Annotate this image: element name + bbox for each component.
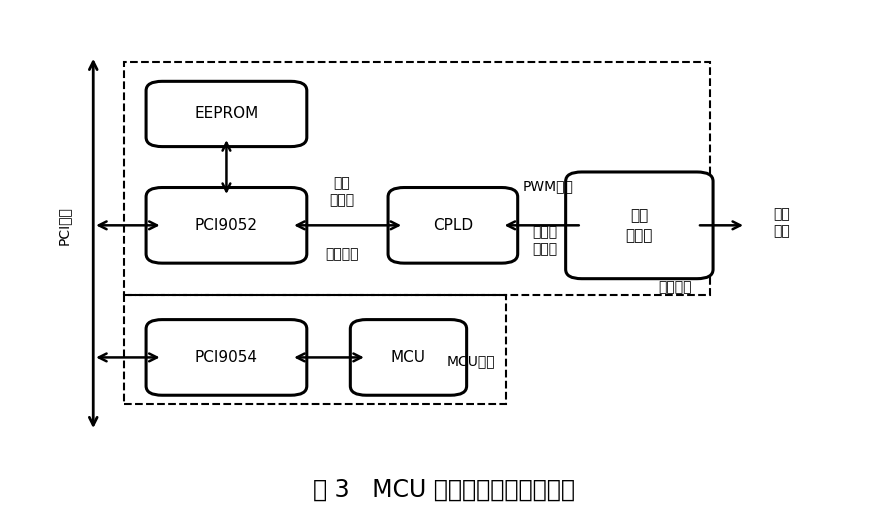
FancyBboxPatch shape [566,172,713,279]
Bar [124,295,506,404]
Text: 数据
地址线: 数据 地址线 [329,176,354,207]
Text: 功率模块: 功率模块 [658,280,692,295]
Text: 其他控
制信号: 其他控 制信号 [533,225,558,256]
Bar [124,62,710,295]
Text: 控制信号: 控制信号 [325,247,359,261]
FancyBboxPatch shape [388,188,518,263]
Text: MCU模块: MCU模块 [447,354,495,369]
Text: MCU: MCU [391,350,426,365]
FancyBboxPatch shape [146,188,307,263]
Text: CPLD: CPLD [432,218,473,233]
FancyBboxPatch shape [146,81,307,147]
Text: 控制
电机: 控制 电机 [773,207,789,238]
FancyBboxPatch shape [350,320,467,395]
Text: EEPROM: EEPROM [194,107,258,121]
Text: 电机
驱动器: 电机 驱动器 [626,208,653,243]
Text: PCI总线: PCI总线 [57,206,71,245]
Text: PWM信号: PWM信号 [522,179,574,194]
FancyBboxPatch shape [146,320,307,395]
Text: PCI9052: PCI9052 [195,218,258,233]
Text: 图 3   MCU 模块与功率模块连接图: 图 3 MCU 模块与功率模块连接图 [313,478,575,501]
Text: PCI9054: PCI9054 [195,350,258,365]
